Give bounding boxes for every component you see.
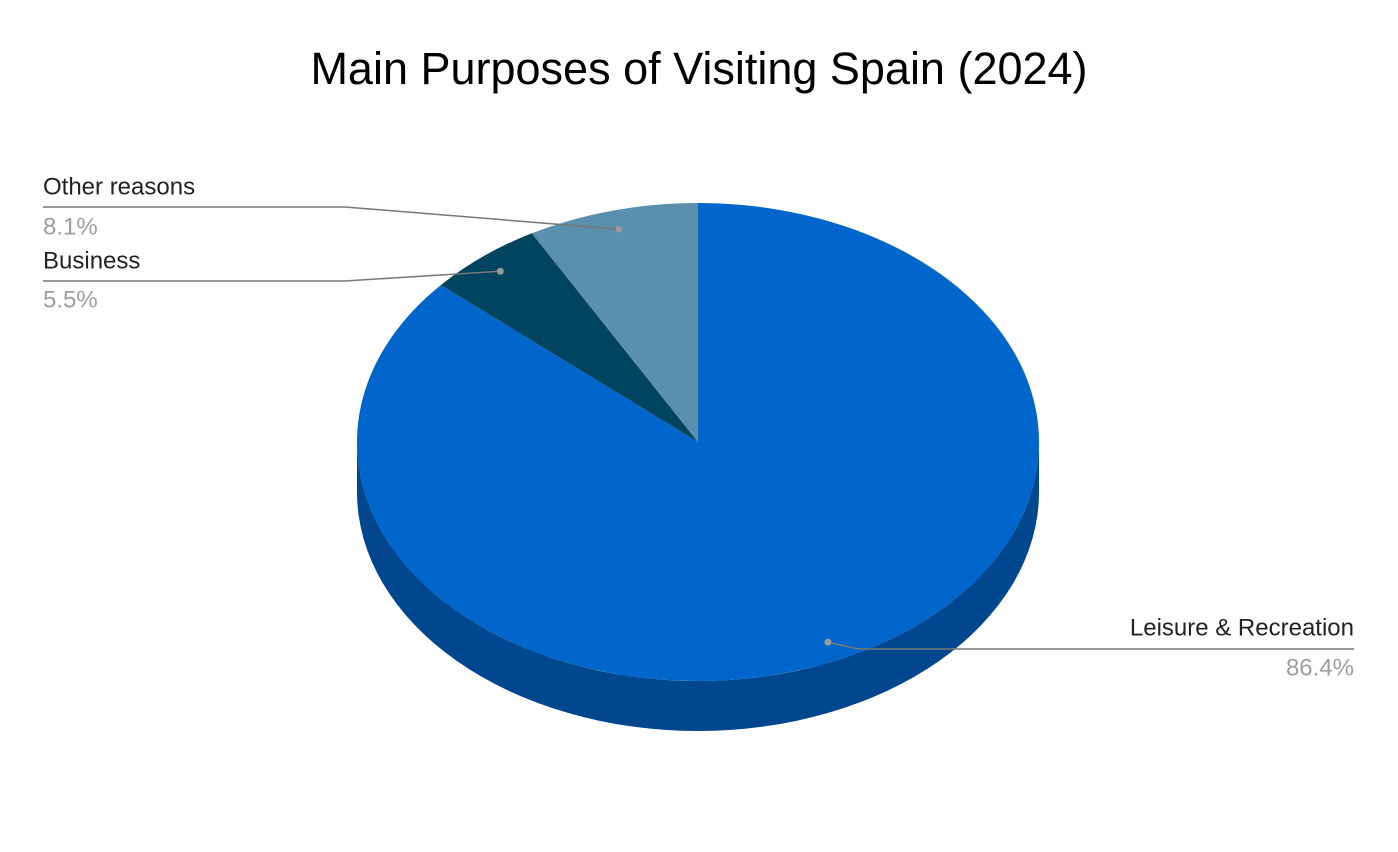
value-label: 86.4% <box>1286 654 1354 681</box>
slice <box>440 233 698 442</box>
slice <box>531 203 698 442</box>
leader-dot <box>496 267 504 275</box>
slice-label: Other reasons <box>43 173 195 200</box>
slice-label: Leisure & Recreation <box>1130 614 1354 641</box>
value-label: 5.5% <box>43 286 98 313</box>
leader-line <box>43 206 620 230</box>
leader-dot <box>615 225 623 233</box>
slice-side <box>357 442 1039 731</box>
chart-title: Main Purposes of Visiting Spain (2024) <box>310 43 1087 94</box>
leader-line <box>827 641 1354 650</box>
leader-dot <box>824 638 832 646</box>
leader-line <box>43 270 501 282</box>
slice-label: Business <box>43 247 140 274</box>
value-label: 8.1% <box>43 213 98 240</box>
